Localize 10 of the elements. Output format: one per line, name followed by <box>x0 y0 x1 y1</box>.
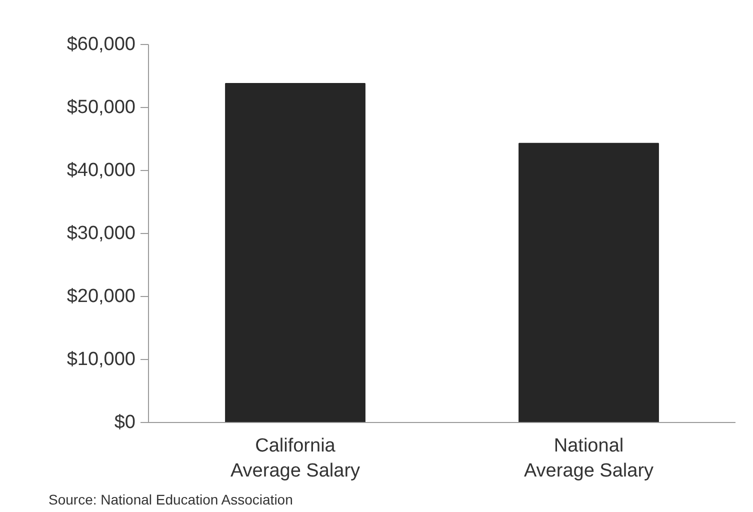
source-note: Source: National Education Association <box>48 492 293 508</box>
y-tick-label: $20,000 <box>66 286 136 307</box>
x-tick-label: California Average Salary <box>230 436 361 482</box>
y-tick-label: $0 <box>114 412 136 433</box>
y-tick-label: $40,000 <box>66 160 136 181</box>
y-tick-label: $30,000 <box>66 223 136 244</box>
y-tick-label: $10,000 <box>66 349 136 370</box>
x-tick-label: National Average Salary <box>524 436 654 482</box>
y-tick-label: $50,000 <box>66 97 136 118</box>
y-tick-label: $60,000 <box>66 34 136 55</box>
